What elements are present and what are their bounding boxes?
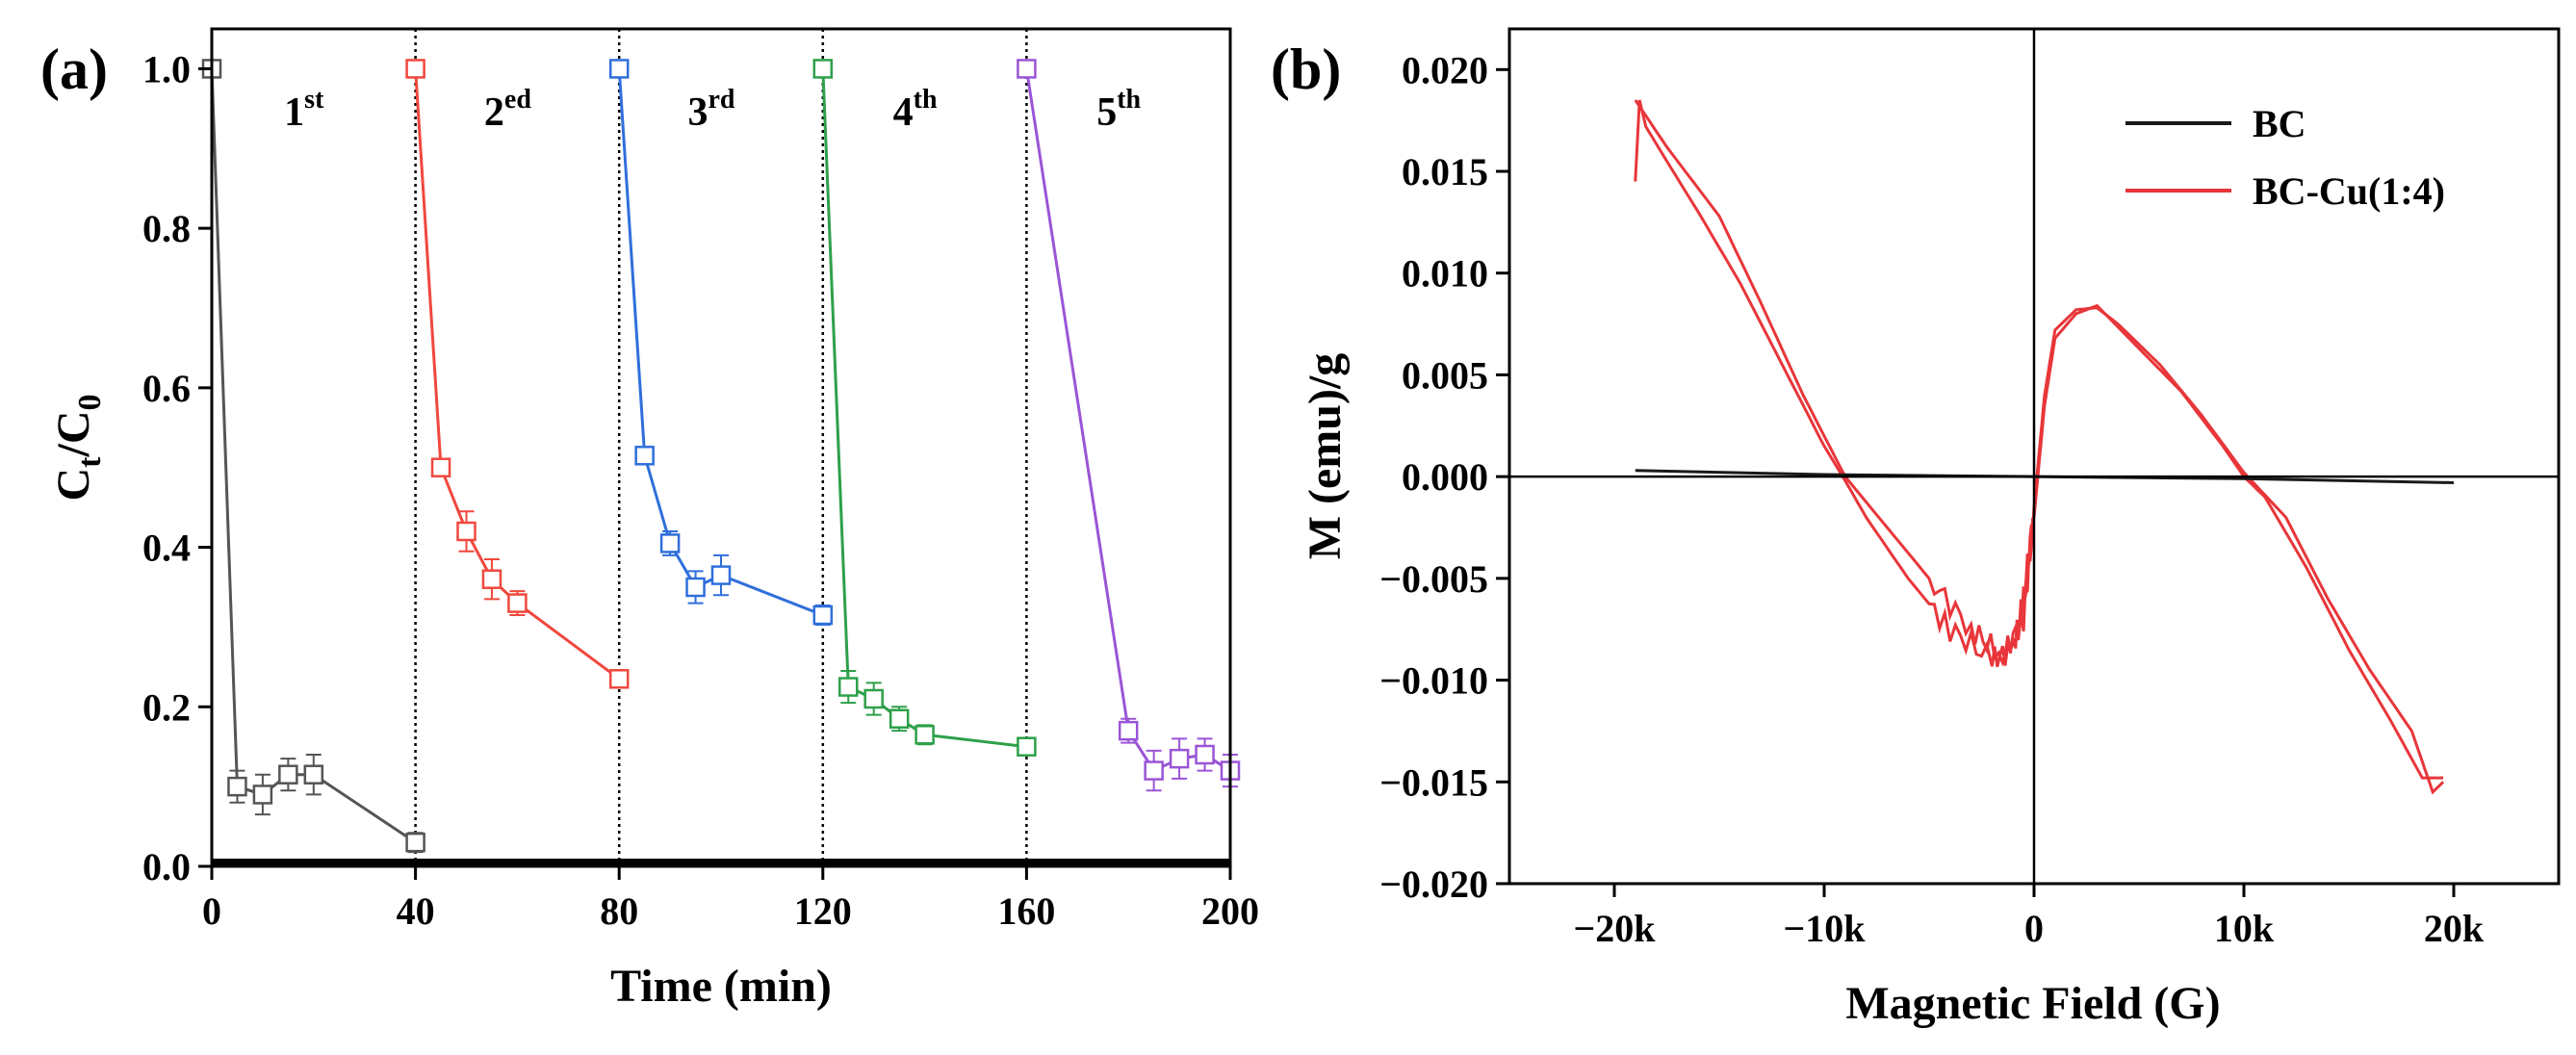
y-tick-label: −0.010	[1379, 659, 1488, 703]
x-tick-label: 80	[600, 889, 638, 933]
panel-a-label: (a)	[40, 38, 108, 101]
panel-b-y-ticks: 0.020 0.015 0.010 0.005 0.000 −0.005 −0.010 −0.…	[1379, 48, 1509, 906]
x-tick-label: 0	[2024, 907, 2044, 950]
panel-b-x-label: Magnetic Field (G)	[1845, 978, 2220, 1029]
series-line-cycle-4	[821, 68, 1027, 749]
x-tick-label: −10k	[1783, 907, 1866, 950]
data-point	[838, 677, 859, 697]
data-point	[252, 785, 273, 805]
data-point	[278, 764, 298, 785]
data-point	[456, 521, 477, 542]
y-tick-label: 1.0	[142, 47, 191, 90]
data-point	[1169, 748, 1190, 769]
y-label-c: C	[48, 468, 99, 502]
y-tick-label: −0.020	[1379, 862, 1488, 906]
series-line-cycle-3	[617, 68, 824, 617]
data-point	[914, 725, 935, 745]
y-tick-label: 0.015	[1402, 150, 1488, 193]
cycle-label: 4th	[893, 85, 938, 135]
data-point	[889, 708, 910, 729]
x-tick-label: 200	[1201, 889, 1259, 933]
panel-a-y-label: Ct/C0	[48, 395, 108, 502]
panel-a-cycle-labels: 1st 2ed 3rd 4th 5th	[284, 85, 1141, 135]
cycle-label: 3rd	[688, 85, 735, 135]
panel-a-x-label: Time (min)	[610, 961, 832, 1012]
y-tick-label: 0.020	[1402, 48, 1488, 91]
data-point	[227, 776, 247, 797]
y-label-sub-0: 0	[72, 395, 108, 411]
y-tick-label: −0.015	[1379, 760, 1488, 804]
panel-a-series	[201, 59, 1241, 854]
series-line-cycle-2	[414, 68, 621, 681]
y-tick-label: 0.0	[142, 845, 191, 888]
x-tick-label: 10k	[2214, 907, 2275, 950]
data-point	[710, 565, 732, 585]
data-point	[812, 605, 834, 626]
data-point	[863, 688, 884, 709]
y-tick-label: 0.6	[142, 367, 191, 410]
x-tick-label: 20k	[2424, 907, 2485, 950]
cycle-label: 2ed	[484, 85, 531, 135]
panel-a-frame	[210, 27, 1232, 868]
data-point	[1195, 744, 1215, 765]
y-tick-label: 0.2	[142, 685, 191, 729]
data-point	[430, 457, 451, 477]
data-point	[1118, 720, 1139, 741]
x-tick-label: 40	[397, 889, 435, 933]
data-point	[1017, 59, 1037, 79]
legend-bc-label: BC	[2253, 102, 2306, 145]
data-point	[405, 832, 425, 853]
series-line-bccu-branch-2	[1634, 99, 2444, 780]
panel-b-y-label: M (emu)/g	[1300, 353, 1351, 560]
data-point	[405, 59, 425, 79]
panel-a-y-ticks: 0.0 0.2 0.4 0.6 0.8 1.0	[142, 47, 212, 888]
data-point	[685, 577, 706, 598]
y-tick-label: 0.000	[1402, 455, 1488, 499]
x-tick-label: 120	[794, 889, 852, 933]
x-tick-label: −20k	[1573, 907, 1656, 950]
x-tick-label: 0	[202, 889, 221, 933]
panel-a-x-ticks: 0 40 80 120 160 200	[202, 866, 1259, 933]
y-tick-label: 0.4	[142, 527, 191, 570]
panel-b-label: (b)	[1271, 38, 1341, 101]
panel-a-cycle-dividers	[414, 29, 1028, 866]
data-point	[634, 446, 655, 466]
series-line-cycle-1	[210, 68, 417, 844]
y-tick-label: 0.010	[1402, 252, 1488, 296]
panel-b-zero-lines	[1509, 29, 2559, 884]
y-label-slash-c: /C	[48, 411, 99, 458]
cycle-label: 5th	[1096, 85, 1141, 135]
y-tick-label: 0.005	[1402, 353, 1488, 397]
x-tick-label: 160	[997, 889, 1055, 933]
data-point	[1144, 760, 1164, 781]
panel-a: (a) 1st 2ed 3rd 4th 5th 0 40 80 120 160 200 0.00.…	[40, 27, 1259, 1012]
data-point	[303, 764, 324, 785]
y-tick-label: 0.8	[142, 207, 191, 250]
series-line-cycle-5	[1024, 68, 1231, 773]
panel-b-legend: BC BC-Cu(1:4)	[2125, 102, 2445, 213]
data-point	[608, 669, 630, 689]
data-point	[481, 569, 502, 589]
y-tick-label: −0.005	[1379, 557, 1488, 601]
data-point	[507, 593, 528, 613]
cycle-label: 1st	[284, 85, 324, 135]
panel-b: (b) −20k −10k 0 10k 20k 0.020 0.015 0.010 0.005…	[1271, 27, 2561, 1029]
y-label-sub-t: t	[72, 456, 108, 468]
panel-a-bottom-axis	[212, 859, 1230, 866]
data-point	[659, 533, 681, 553]
panel-b-x-ticks: −20k −10k 0 10k 20k	[1573, 884, 2485, 950]
data-point	[608, 59, 630, 79]
legend-bccu-label: BC-Cu(1:4)	[2253, 169, 2445, 213]
data-point	[812, 59, 834, 79]
data-point	[1017, 736, 1037, 757]
